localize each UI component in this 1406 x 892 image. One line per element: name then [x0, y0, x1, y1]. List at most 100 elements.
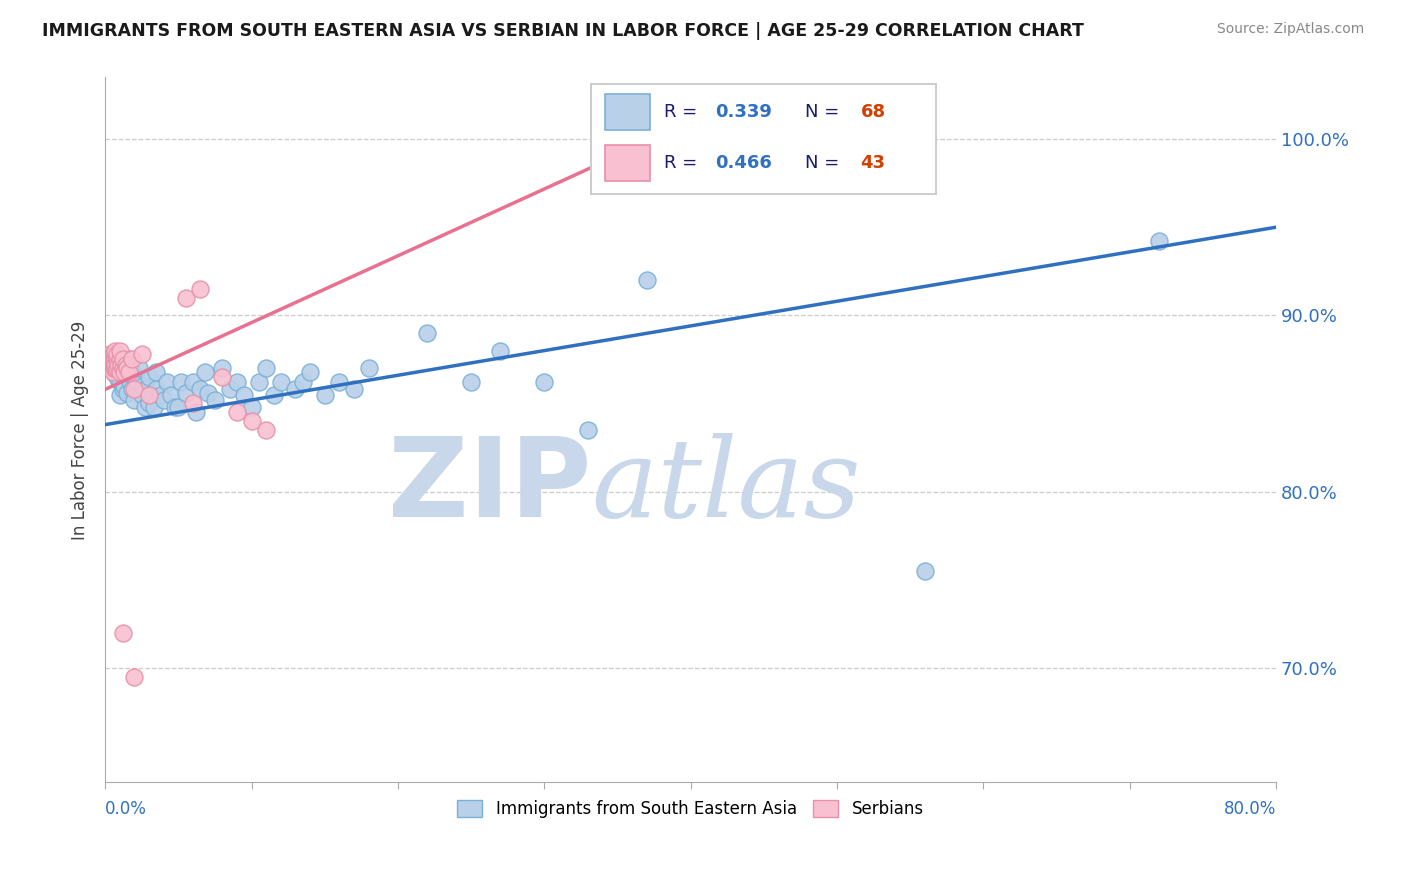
Point: [98, 352, 121, 367]
Point: [156, 376, 179, 390]
Point: [111, 352, 134, 367]
Point: [105, 352, 128, 367]
Point: [184, 405, 207, 419]
Point: [174, 291, 197, 305]
Point: [141, 387, 163, 401]
Point: [108, 352, 131, 367]
Point: [138, 370, 160, 384]
Point: [188, 282, 211, 296]
Point: [104, 352, 127, 367]
Point: [650, 132, 672, 146]
Point: [270, 376, 292, 390]
Text: IMMIGRANTS FROM SOUTH EASTERN ASIA VS SERBIAN IN LABOR FORCE | AGE 25-29 CORRELA: IMMIGRANTS FROM SOUTH EASTERN ASIA VS SE…: [42, 22, 1084, 40]
Point: [194, 365, 217, 379]
Text: ZIP: ZIP: [388, 433, 591, 540]
Point: [135, 383, 157, 397]
Point: [108, 343, 131, 358]
Point: [127, 376, 149, 390]
Point: [181, 376, 204, 390]
Point: [240, 400, 263, 414]
Point: [111, 361, 134, 376]
Point: [211, 361, 233, 376]
Point: [101, 358, 124, 372]
Point: [108, 387, 131, 401]
Point: [112, 365, 135, 379]
Point: [127, 383, 149, 397]
Point: [134, 400, 156, 414]
Text: 80.0%: 80.0%: [1223, 800, 1277, 818]
Point: [226, 405, 249, 419]
Point: [181, 396, 204, 410]
Point: [121, 383, 143, 397]
Point: [636, 273, 658, 287]
Point: [114, 358, 136, 372]
Point: [121, 365, 143, 379]
Text: Source: ZipAtlas.com: Source: ZipAtlas.com: [1216, 22, 1364, 37]
Point: [314, 387, 336, 401]
Point: [142, 400, 165, 414]
Point: [121, 352, 143, 367]
Point: [112, 379, 135, 393]
Text: atlas: atlas: [591, 433, 860, 540]
Point: [101, 365, 124, 379]
Point: [97, 358, 120, 372]
Point: [343, 383, 366, 397]
Point: [914, 564, 936, 578]
Point: [124, 383, 146, 397]
Point: [357, 361, 380, 376]
Point: [105, 352, 128, 367]
Text: 0.0%: 0.0%: [105, 800, 148, 818]
Point: [291, 376, 314, 390]
Y-axis label: In Labor Force | Age 25-29: In Labor Force | Age 25-29: [72, 320, 89, 540]
Point: [104, 358, 127, 372]
Point: [131, 387, 153, 401]
Point: [115, 385, 138, 400]
Point: [131, 347, 153, 361]
Point: [98, 347, 121, 361]
Point: [197, 385, 219, 400]
Point: [101, 358, 124, 372]
Point: [101, 347, 124, 361]
Point: [132, 379, 155, 393]
Point: [160, 387, 183, 401]
Point: [120, 376, 142, 390]
Point: [226, 376, 249, 390]
Point: [145, 365, 167, 379]
Point: [112, 368, 135, 383]
Point: [111, 383, 134, 397]
Point: [100, 361, 122, 376]
Point: [128, 361, 150, 376]
Point: [240, 414, 263, 428]
Point: [104, 343, 127, 358]
Point: [110, 361, 132, 376]
Point: [1147, 235, 1170, 249]
Point: [188, 383, 211, 397]
Point: [233, 387, 256, 401]
Point: [138, 396, 160, 410]
Point: [263, 387, 285, 401]
Point: [111, 625, 134, 640]
Point: [103, 347, 125, 361]
Point: [254, 423, 277, 437]
Point: [108, 365, 131, 379]
Point: [218, 383, 240, 397]
Point: [100, 352, 122, 367]
Point: [247, 376, 270, 390]
Point: [284, 383, 307, 397]
Point: [328, 376, 350, 390]
Point: [104, 361, 127, 376]
Point: [103, 354, 125, 368]
Point: [460, 376, 482, 390]
Point: [103, 361, 125, 376]
Point: [170, 376, 193, 390]
Point: [124, 670, 146, 684]
Point: [149, 387, 172, 401]
Point: [115, 361, 138, 376]
Point: [211, 370, 233, 384]
Point: [124, 370, 146, 384]
Point: [124, 392, 146, 407]
Point: [416, 326, 439, 340]
Point: [299, 365, 322, 379]
Point: [145, 383, 167, 397]
Point: [107, 358, 129, 372]
